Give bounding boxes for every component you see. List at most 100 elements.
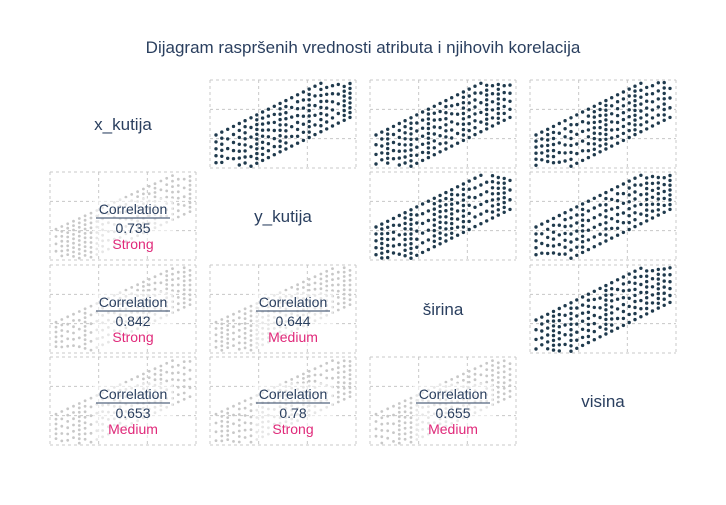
scatter-point bbox=[397, 424, 401, 427]
scatter-point bbox=[656, 287, 660, 291]
scatter-point bbox=[621, 117, 626, 122]
scatter-point bbox=[60, 334, 64, 338]
scatter-point bbox=[645, 285, 649, 289]
correlation-value: 0.78 bbox=[279, 405, 306, 421]
scatter-point bbox=[615, 185, 620, 189]
scatter-point bbox=[386, 132, 390, 136]
scatter-point bbox=[546, 243, 550, 248]
scatter-point bbox=[182, 288, 186, 292]
scatter-point bbox=[575, 213, 579, 217]
scatter-point bbox=[604, 298, 608, 302]
scatter-point bbox=[165, 287, 169, 291]
scatter-point bbox=[627, 108, 631, 112]
scatter-point bbox=[415, 145, 419, 149]
scatter-point bbox=[386, 225, 390, 229]
scatter-point bbox=[403, 437, 407, 441]
scatter-point bbox=[392, 440, 395, 443]
scatter-point bbox=[83, 432, 87, 436]
scatter-point bbox=[66, 315, 70, 319]
scatter-point bbox=[397, 242, 401, 247]
scatter-point bbox=[243, 346, 247, 350]
scatter-point bbox=[540, 151, 544, 155]
scatter-point bbox=[89, 216, 93, 220]
scatter-point bbox=[374, 133, 378, 137]
scatter-point bbox=[409, 426, 413, 429]
scatter-point bbox=[455, 193, 460, 197]
scatter-point bbox=[232, 337, 235, 341]
scatter-point bbox=[467, 87, 471, 91]
scatter-point bbox=[54, 417, 58, 421]
scatter-point bbox=[496, 213, 500, 217]
scatter-point bbox=[444, 147, 448, 151]
scatter-point bbox=[455, 201, 460, 205]
scatter-point bbox=[386, 422, 390, 425]
cell-0-0: x_kutija bbox=[94, 115, 152, 134]
scatter-point bbox=[639, 88, 643, 93]
scatter-point bbox=[295, 107, 300, 111]
scatter-point bbox=[284, 147, 288, 151]
scatter-point bbox=[662, 182, 666, 187]
scatter-point bbox=[176, 277, 180, 280]
scatter-point bbox=[450, 212, 454, 216]
scatter-point bbox=[302, 377, 305, 380]
scatter-point bbox=[226, 420, 230, 424]
scatter-point bbox=[569, 344, 573, 348]
scatter-point bbox=[374, 143, 378, 147]
scatter-point bbox=[255, 132, 259, 136]
scatter-point bbox=[348, 110, 352, 115]
variable-label: x_kutija bbox=[94, 115, 152, 134]
scatter-point bbox=[176, 270, 180, 274]
scatter-point bbox=[604, 203, 608, 207]
scatter-point bbox=[83, 325, 87, 328]
scatter-point bbox=[473, 367, 477, 371]
scatter-point bbox=[165, 183, 169, 187]
scatter-point bbox=[380, 246, 384, 250]
scatter-point bbox=[432, 125, 436, 129]
scatter-point bbox=[604, 196, 608, 201]
scatter-point bbox=[604, 103, 608, 108]
cell-1-3 bbox=[529, 171, 677, 261]
scatter-point bbox=[444, 117, 448, 121]
scatter-point bbox=[668, 178, 672, 183]
scatter-point bbox=[226, 127, 230, 131]
scatter-point bbox=[633, 218, 637, 222]
scatter-point bbox=[260, 122, 265, 126]
scatter-point bbox=[461, 133, 466, 137]
scatter-point bbox=[77, 406, 81, 410]
scatter-point bbox=[633, 211, 637, 215]
scatter-point bbox=[569, 240, 573, 244]
scatter-point bbox=[432, 118, 436, 122]
scatter-point bbox=[284, 104, 288, 109]
scatter-point bbox=[77, 252, 81, 256]
scatter-point bbox=[325, 279, 329, 283]
scatter-point bbox=[546, 143, 550, 148]
scatter-point bbox=[615, 134, 620, 138]
scatter-point bbox=[290, 125, 294, 129]
scatter-point bbox=[627, 214, 631, 218]
scatter-point bbox=[455, 102, 460, 107]
scatter-point bbox=[610, 128, 614, 132]
scatter-point bbox=[479, 91, 483, 95]
scatter-point bbox=[668, 188, 672, 192]
scatter-point bbox=[575, 306, 579, 310]
scatter-point bbox=[226, 438, 230, 441]
scatter-point bbox=[502, 97, 506, 102]
scatter-point bbox=[426, 155, 431, 160]
scatter-point bbox=[72, 312, 75, 316]
scatter-point bbox=[89, 250, 93, 254]
scatter-point bbox=[409, 411, 413, 415]
scatter-point bbox=[627, 272, 631, 276]
scatter-point bbox=[598, 242, 602, 246]
scatter-point bbox=[586, 128, 591, 132]
scatter-point bbox=[182, 372, 186, 376]
scatter-point bbox=[615, 141, 620, 145]
scatter-point bbox=[237, 135, 241, 140]
scatter-point bbox=[83, 254, 87, 257]
scatter-point bbox=[569, 216, 573, 220]
scatter-point bbox=[147, 369, 151, 373]
scatter-point bbox=[83, 415, 87, 419]
scatter-point bbox=[243, 161, 247, 165]
scatter-point bbox=[226, 137, 230, 141]
scatter-point bbox=[165, 361, 169, 365]
scatter-point bbox=[502, 191, 506, 195]
